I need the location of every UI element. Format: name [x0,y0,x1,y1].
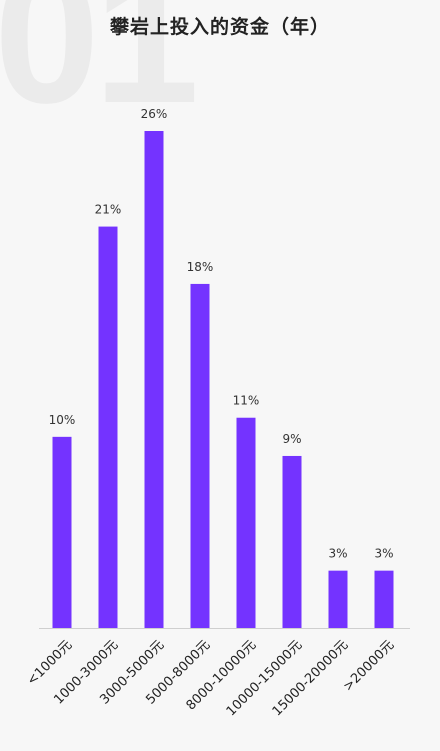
data-label-5: 9% [282,432,301,446]
data-label-6: 3% [328,547,347,561]
bar-3 [190,283,210,628]
data-label-4: 11% [233,394,260,408]
bar-0 [52,436,72,628]
data-label-0: 10% [49,413,76,427]
data-label-7: 3% [374,547,393,561]
chart-title: 攀岩上投入的资金（年） [109,16,330,38]
data-label-3: 18% [187,260,214,274]
bar-1 [98,226,118,629]
bar-2 [144,131,164,628]
bar-7 [374,570,394,628]
bar-5 [282,455,302,628]
data-label-1: 21% [95,203,122,217]
bar-4 [236,417,256,628]
bar-6 [328,570,348,628]
background-watermark: 01 [0,0,199,143]
data-label-2: 26% [141,107,168,121]
